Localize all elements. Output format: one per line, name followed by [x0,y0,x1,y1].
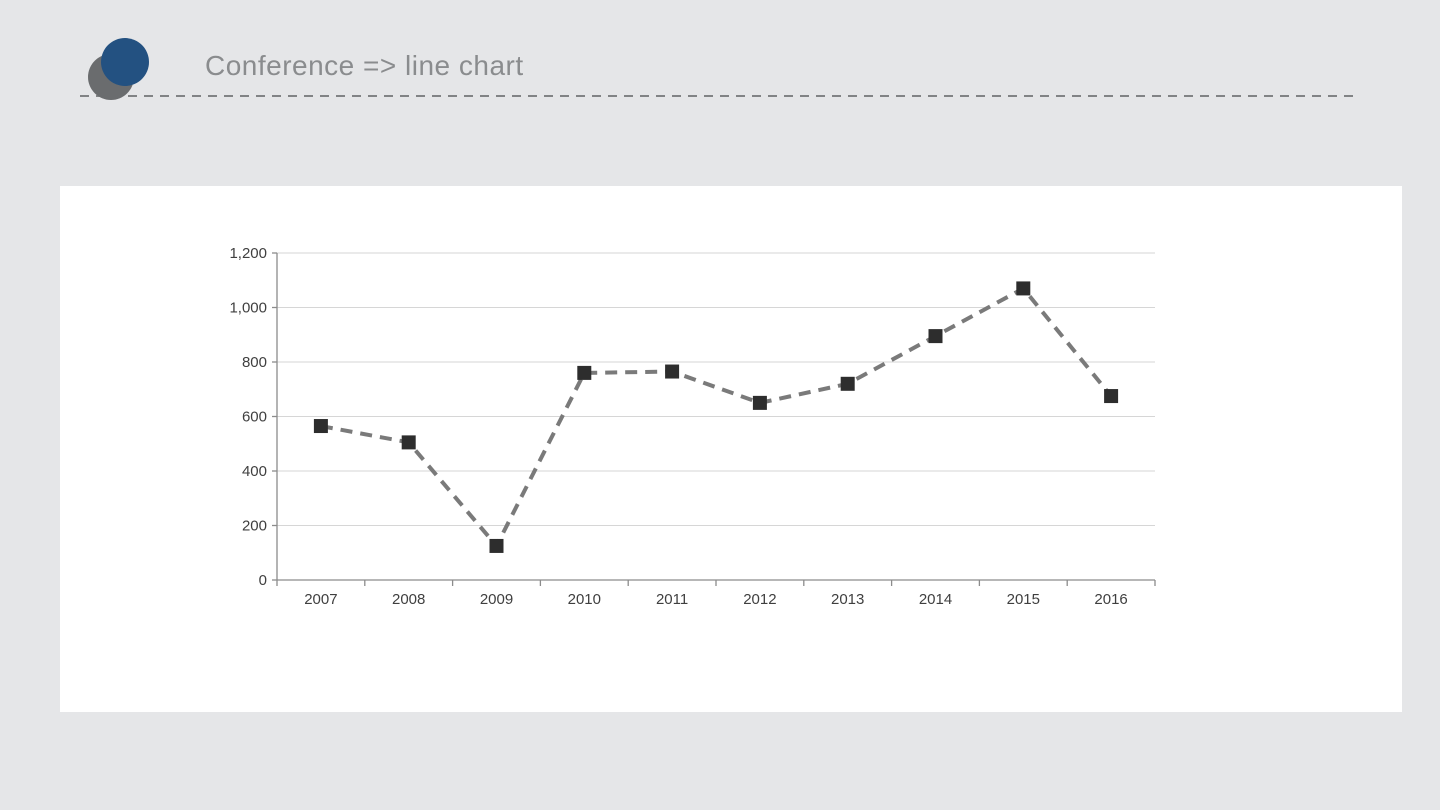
y-tick-label: 200 [242,518,267,535]
data-point-2009 [489,538,504,553]
x-tick-label: 2015 [1007,591,1040,608]
y-tick-label: 600 [242,409,267,426]
x-tick-label: 2014 [919,591,952,608]
page-title: Conference => line chart [205,50,524,81]
x-tick-label: 2016 [1094,591,1127,608]
data-point-2007 [313,419,328,434]
y-tick-label: 0 [259,572,267,589]
data-point-2015 [1016,281,1031,296]
x-tick-label: 2009 [480,591,513,608]
x-tick-label: 2012 [743,591,776,608]
y-tick-label: 400 [242,463,267,480]
data-point-2010 [577,365,592,380]
series-line [320,285,1113,550]
chart-panel: 0 200 400 600 800 1,000 1,200 2007 2008 2009 2010 2… [60,186,1402,712]
data-point-2011 [665,364,680,379]
data-point-2012 [752,395,767,410]
x-tick-label: 2013 [831,591,864,608]
y-tick-label: 1,000 [229,300,267,317]
x-tick-label: 2008 [392,591,425,608]
x-tick-label: 2010 [568,591,601,608]
line-chart: 0 200 400 600 800 1,000 1,200 2007 2008 2009 2010 2… [229,245,1156,608]
data-point-2013 [840,376,855,391]
y-tick-label: 1,200 [229,245,267,262]
logo [88,38,152,102]
header-divider [80,95,1354,97]
logo-blue-circle-icon [101,38,149,86]
x-tick-label: 2007 [304,591,337,608]
data-point-2014 [928,329,943,344]
x-tick-label: 2011 [656,591,688,608]
data-point-2008 [401,435,416,450]
data-point-2016 [1104,389,1119,404]
y-tick-label: 800 [242,354,267,371]
